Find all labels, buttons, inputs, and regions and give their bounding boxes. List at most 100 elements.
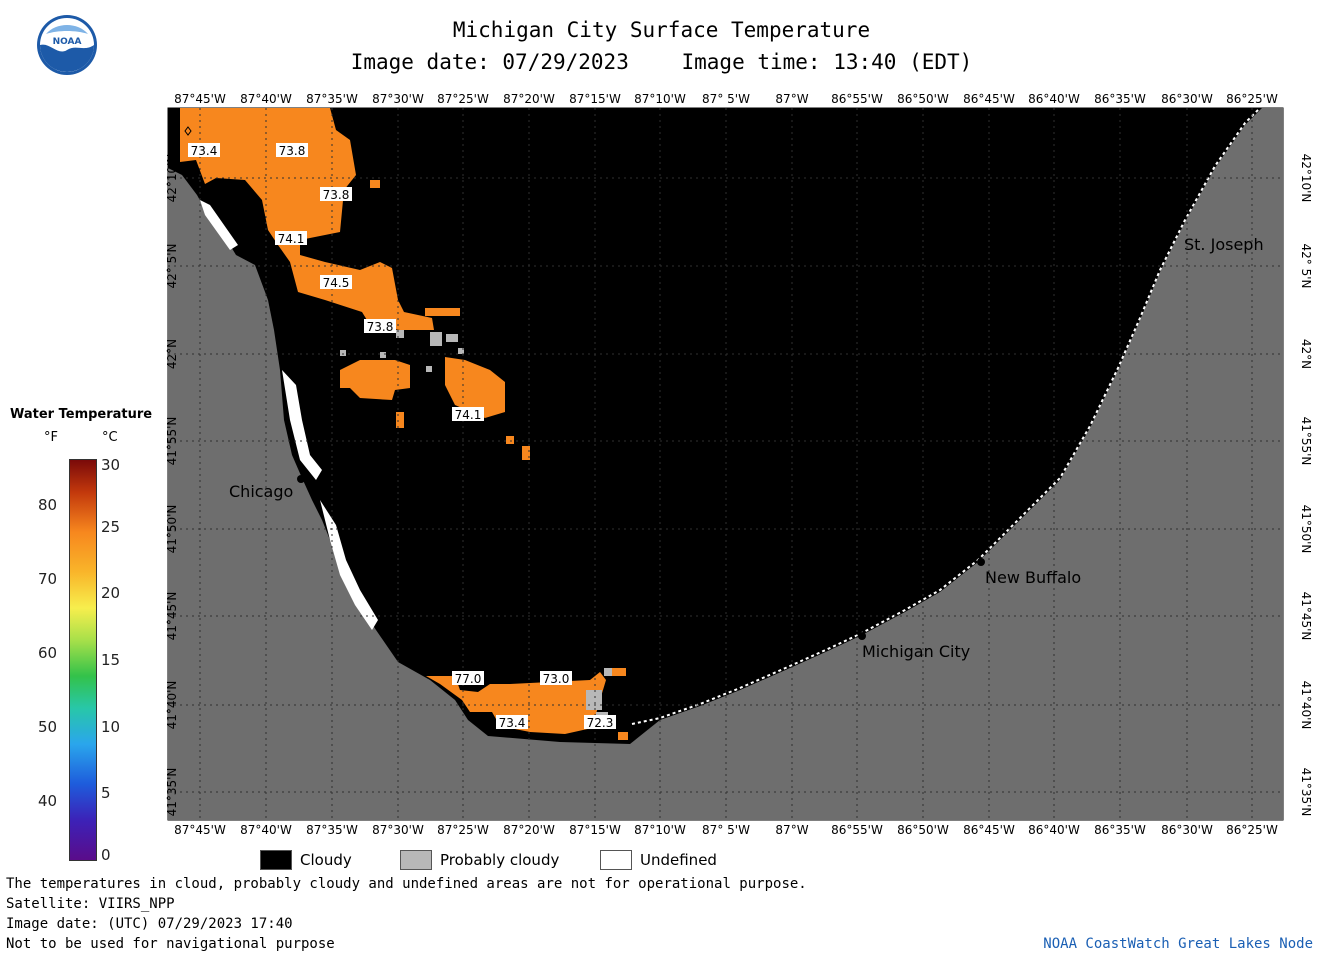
longitude-label: 86°45'W (963, 823, 1015, 837)
page-title: Michigan City Surface Temperature (452, 18, 871, 42)
unit-fahrenheit: °F (44, 430, 58, 445)
celsius-tick: 25 (101, 518, 121, 536)
latitude-labels-left: 42°10'N 42° 5'N 42°N 41°55'N 41°50'N 41°45'N 4… (165, 154, 179, 817)
celsius-tick: 30 (101, 456, 121, 474)
temperature-label-box (188, 143, 220, 157)
temperature-label-box (320, 275, 352, 289)
city-st-joseph: St. Joseph (1184, 235, 1264, 254)
temperature-label: 74.1 (452, 407, 484, 422)
longitude-label: 87°35'W (306, 823, 358, 837)
longitude-labels-top: 87°45'W 87°40'W 87°35'W 87°30'W 87°25'W 87°20… (174, 92, 1278, 106)
longitude-label: 86°40'W (1028, 92, 1080, 106)
temperature-label-box (496, 715, 528, 729)
longitude-label: 86°30'W (1161, 823, 1213, 837)
colorbar (69, 459, 97, 861)
unit-celsius: °C (102, 430, 118, 445)
key-undefined: Undefined (600, 850, 717, 870)
latitude-label: 42°10'N (165, 154, 179, 203)
temperature-label: 72.3 (584, 715, 616, 730)
warm-water-patches (180, 108, 628, 740)
longitude-label: 86°25'W (1226, 823, 1278, 837)
city-label: New Buffalo (985, 568, 1081, 587)
latitude-label: 42° 5'N (1299, 244, 1313, 289)
longitude-labels-bottom: 87°45'W 87°40'W 87°35'W 87°30'W 87°25'W 87°20… (174, 823, 1278, 837)
key-label: Cloudy (300, 851, 352, 869)
longitude-label: 86°40'W (1028, 823, 1080, 837)
celsius-tick: 15 (101, 651, 121, 669)
city-chicago: Chicago (229, 475, 305, 501)
celsius-tick: 10 (101, 718, 121, 736)
longitude-label: 87°15'W (569, 823, 621, 837)
undefined-coast-strip (200, 200, 378, 630)
latitude-label: 42°N (165, 339, 179, 369)
temperature-value: 73.0 (543, 672, 570, 686)
legend-title: Water Temperature (10, 407, 153, 422)
temperature-value: 73.4 (499, 716, 526, 730)
temperature-value: 74.5 (323, 276, 350, 290)
temperature-label-box (540, 671, 572, 685)
temperature-label: 73.8 (364, 319, 396, 334)
noaa-logo-icon: NOAA (37, 15, 97, 75)
probably-cloudy-swatch (400, 850, 432, 870)
temperature-label-box (452, 407, 484, 421)
latitude-label: 41°40'N (1299, 681, 1313, 730)
longitude-label: 87°45'W (174, 92, 226, 106)
city-michigan-city: Michigan City (858, 632, 970, 661)
latitude-label: 41°35'N (165, 768, 179, 817)
image-time: Image time: 13:40 (EDT) (681, 50, 973, 74)
city-label: Michigan City (862, 642, 970, 661)
undefined-swatch (600, 850, 632, 870)
key-probably-cloudy: Probably cloudy (400, 850, 559, 870)
temperature-label-box (275, 231, 307, 245)
longitude-label: 87°20'W (503, 823, 555, 837)
longitude-label: 86°50'W (897, 92, 949, 106)
latitude-label: 42°10'N (1299, 154, 1313, 203)
key-label: Probably cloudy (440, 851, 560, 869)
temperature-value: 74.1 (455, 408, 482, 422)
longitude-label: 87°10'W (634, 823, 686, 837)
longitude-label: 87°15'W (569, 92, 621, 106)
temperature-label: 74.1 (275, 231, 307, 246)
longitude-label: 86°35'W (1094, 92, 1146, 106)
latitude-label: 41°50'N (165, 505, 179, 554)
fahrenheit-tick: 70 (38, 570, 58, 588)
footer-utc-date: Image date: (UTC) 07/29/2023 17:40 (6, 916, 293, 932)
longitude-label: 87° 5'W (702, 823, 750, 837)
celsius-tick: 0 (101, 846, 111, 864)
buoy-icon (184, 126, 192, 136)
longitude-label: 86°50'W (897, 823, 949, 837)
latitude-label: 41°50'N (1299, 505, 1313, 554)
temperature-label: 73.8 (320, 187, 352, 202)
longitude-label: 86°45'W (963, 92, 1015, 106)
temperature-label-box (276, 143, 308, 157)
longitude-label: 86°55'W (831, 823, 883, 837)
latitude-label: 41°40'N (165, 681, 179, 730)
temperature-label: 73.0 (540, 671, 572, 686)
latitude-label: 42° 5'N (165, 244, 179, 289)
temperature-value: 77.0 (455, 672, 482, 686)
longitude-label: 86°55'W (831, 92, 883, 106)
temperature-value: 72.3 (587, 716, 614, 730)
longitude-label: 87° 5'W (702, 92, 750, 106)
longitude-label: 86°30'W (1161, 92, 1213, 106)
latitude-label: 41°35'N (1299, 768, 1313, 817)
temperature-label: 74.5 (320, 275, 352, 290)
longitude-label: 87°45'W (174, 823, 226, 837)
latitude-label: 42°N (1299, 339, 1313, 369)
cloudy-swatch (260, 850, 292, 870)
footer-satellite: Satellite: VIIRS_NPP (6, 896, 175, 912)
longitude-label: 87°20'W (503, 92, 555, 106)
image-datetime: Image date: 07/29/2023 Image time: 13:40… (0, 50, 1323, 74)
temperature-value: 73.8 (367, 320, 394, 334)
footer-credit: NOAA CoastWatch Great Lakes Node (1043, 936, 1313, 952)
longitude-label: 87°40'W (240, 92, 292, 106)
image-date: Image date: 07/29/2023 (350, 50, 629, 74)
fahrenheit-tick: 50 (38, 718, 58, 736)
longitude-label: 86°25'W (1226, 92, 1278, 106)
temperature-label-box (320, 187, 352, 201)
longitude-label: 87°25'W (437, 823, 489, 837)
longitude-label: 87°10'W (634, 92, 686, 106)
land-area (168, 108, 1283, 820)
longitude-label: 87°W (775, 823, 808, 837)
